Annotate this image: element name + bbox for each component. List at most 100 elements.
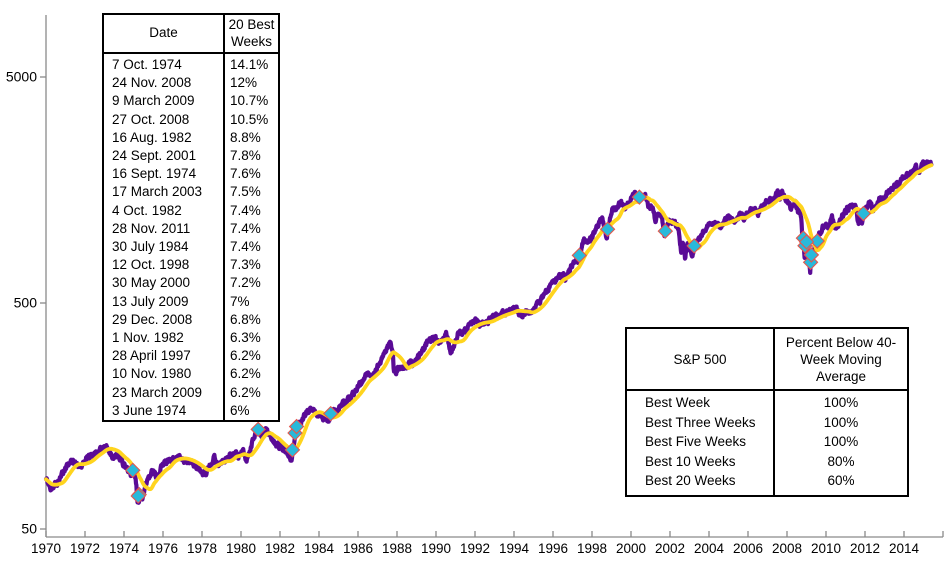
x-tick-label: 1974: [109, 541, 140, 556]
row-label-cell: 23 March 2009: [103, 383, 225, 402]
row-label-cell: 1 Nov. 1982: [103, 329, 225, 348]
row-label-cell: Best 20 Weeks: [626, 471, 775, 496]
best-week-diamond-marker: [571, 247, 588, 264]
best-week-diamond-marker: [599, 221, 616, 238]
row-label-cell: 12 Oct. 1998: [103, 256, 225, 275]
table-row: 16 Aug. 1982 8.8%: [103, 128, 279, 148]
x-tick-label: 1978: [187, 541, 217, 556]
row-value-cell: 7.4%: [230, 239, 261, 255]
x-tick-label: 2006: [733, 541, 763, 556]
x-tick-label: 1970: [31, 541, 61, 556]
row-label-cell: Best Week: [626, 390, 775, 413]
row-label-cell: Best Three Weeks: [626, 412, 775, 433]
best-week-diamond-marker: [322, 405, 339, 422]
row-value-cell: 6.2%: [230, 366, 261, 382]
x-tick-label: 1984: [304, 541, 335, 556]
x-tick-label: 2000: [616, 541, 646, 556]
row-label-cell: 24 Sept. 2001: [103, 147, 225, 166]
row-value-cell: 100%: [823, 434, 859, 450]
table-row: Best 10 Weeks 80%: [626, 451, 908, 472]
table-row: 24 Nov. 2008 12%: [103, 74, 279, 93]
table-row: 1 Nov. 1982 6.3%: [103, 329, 279, 348]
table-row: 29 Dec. 2008 6.8%: [103, 310, 279, 330]
row-label-cell: 4 Oct. 1982: [103, 201, 225, 220]
best-week-markers: [124, 189, 872, 504]
x-tick-label: 1980: [226, 541, 256, 556]
row-value-cell: 6.8%: [230, 311, 261, 327]
table-row: 28 April 1997 6.2%: [103, 347, 279, 366]
table-row: 30 July 1984 7.4%: [103, 238, 279, 257]
best-weeks-column-header: 20 Best Weeks: [224, 14, 279, 54]
table-row: 28 Nov. 2011 7.4%: [103, 219, 279, 239]
row-value-cell: 7.6%: [230, 166, 261, 182]
table-row: 30 May 2000 7.2%: [103, 274, 279, 293]
axis-tick-labels: 1970 1972 1974 1976 1978 1980 1982 1984 1986 1988…: [6, 69, 920, 557]
table-row: Best Week 100%: [626, 390, 908, 413]
row-value-cell: 7.3%: [230, 257, 261, 273]
row-value-cell: 6.2%: [230, 384, 261, 400]
row-label-cell: 9 March 2009: [103, 92, 225, 111]
row-label-cell: 17 March 2003: [103, 183, 225, 202]
row-value-cell: 7.8%: [230, 148, 261, 164]
x-tick-label: 2010: [811, 541, 841, 556]
row-label-cell: Best 10 Weeks: [626, 451, 775, 472]
row-value-cell: 14.1%: [230, 57, 269, 72]
row-value-cell: 100%: [823, 414, 859, 430]
best-weeks-table: Date 20 Best Weeks 7 Oct. 1974 14.1% 24 No…: [102, 13, 280, 423]
date-column-header: Date: [103, 14, 225, 54]
table-row: 12 Oct. 1998 7.3%: [103, 256, 279, 275]
table-row: 16 Sept. 1974 7.6%: [103, 165, 279, 184]
table-row: Best Three Weeks 100%: [626, 412, 908, 433]
table-row: 13 July 2009 7%: [103, 292, 279, 311]
x-tick-label: 1990: [421, 541, 451, 556]
x-tick-label: 1976: [148, 541, 178, 556]
x-tick-label: 2004: [694, 541, 725, 556]
row-value-cell: 100%: [823, 395, 859, 410]
row-value-cell: 6%: [230, 402, 250, 418]
row-label-cell: 29 Dec. 2008: [103, 310, 225, 330]
row-label-cell: 28 Nov. 2011: [103, 219, 225, 239]
row-value-cell: 6.2%: [230, 348, 261, 364]
x-tick-label: 1994: [499, 541, 530, 556]
table-row: 27 Oct. 2008 10.5%: [103, 110, 279, 129]
row-value-cell: 8.8%: [230, 129, 261, 145]
table-row: Best 20 Weeks 60%: [626, 471, 908, 496]
x-tick-label: 2014: [889, 541, 920, 556]
x-tick-label: 1992: [460, 541, 490, 556]
x-tick-label: 1996: [538, 541, 568, 556]
row-label-cell: 16 Sept. 1974: [103, 165, 225, 184]
table-row: 24 Sept. 2001 7.8%: [103, 147, 279, 166]
row-label-cell: 30 May 2000: [103, 274, 225, 293]
best-week-diamond-marker: [288, 418, 305, 435]
row-label-cell: 16 Aug. 1982: [103, 128, 225, 148]
x-tick-label: 1982: [265, 541, 295, 556]
row-value-cell: 10.5%: [230, 111, 269, 127]
best-week-diamond-marker: [657, 223, 674, 239]
table-row: 3 June 1974 6%: [103, 401, 279, 422]
row-label-cell: Best Five Weeks: [626, 432, 775, 452]
40-week-ma-path: [44, 163, 934, 492]
row-label-cell: 24 Nov. 2008: [103, 74, 225, 93]
x-tick-label: 2008: [772, 541, 802, 556]
y-tick-label: 5000: [6, 69, 37, 85]
best-week-diamond-marker: [124, 462, 141, 479]
table-row: 17 March 2003 7.5%: [103, 183, 279, 202]
best-week-diamond-marker: [809, 233, 826, 249]
moving-average-line: [44, 163, 934, 492]
x-tick-label: 2012: [850, 541, 880, 556]
ma-statistics-table: S&P 500 Percent Below 40-Week Moving Ave…: [625, 327, 909, 497]
row-label-cell: 3 June 1974: [103, 401, 225, 422]
row-value-cell: 60%: [827, 473, 855, 489]
x-tick-label: 1998: [577, 541, 607, 556]
best-week-diamond-marker: [250, 421, 266, 438]
row-value-cell: 7.4%: [230, 202, 261, 218]
row-label-cell: 27 Oct. 2008: [103, 110, 225, 129]
sp500-column-header: S&P 500: [626, 328, 775, 391]
best-week-diamond-marker: [130, 488, 147, 504]
axis-lines: [45, 15, 943, 538]
best-week-diamond-marker: [798, 234, 815, 250]
sp500-line: [43, 159, 934, 505]
row-value-cell: 7%: [230, 293, 250, 309]
row-value-cell: 6.3%: [230, 330, 261, 346]
